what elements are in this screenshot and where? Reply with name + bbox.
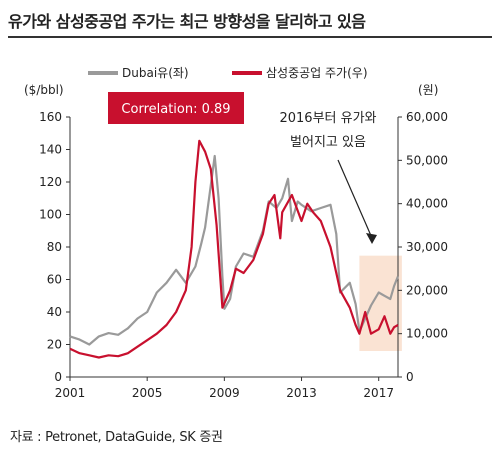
y-right-unit: (원) [418, 83, 438, 97]
x-tick-label: 2017 [363, 386, 394, 400]
series-line-samsung-heavy [69, 139, 399, 359]
annotation-line-2: 벌어지고 있음 [290, 135, 366, 150]
legend-label-dubai: Dubai유(좌) [122, 66, 189, 80]
annotation-arrow-shaft [337, 159, 373, 239]
x-tick-label: 2001 [55, 386, 86, 400]
y-right-tick-label: 20,000 [406, 283, 448, 297]
y-left-tick-label: 100 [39, 208, 62, 222]
series-line-dubai [69, 154, 400, 346]
x-tick-label: 2005 [132, 386, 163, 400]
y-left-tick-label: 140 [39, 143, 62, 157]
annotation-arrowhead [366, 233, 377, 244]
y-right-tick-label: 50,000 [406, 153, 448, 167]
annotation-line-1: 2016부터 유가와 [279, 111, 377, 126]
correlation-label: Correlation: 0.89 [121, 102, 230, 117]
y-left-unit: ($/bbl) [24, 83, 64, 97]
x-tick-label: 2009 [209, 386, 240, 400]
y-right-tick-label: 60,000 [406, 110, 448, 124]
title-underline [8, 36, 492, 38]
y-left-tick-label: 20 [47, 338, 62, 352]
chart-title: 유가와 삼성중공업 주가는 최근 방향성을 달리하고 있음 [8, 12, 366, 31]
y-left-tick-label: 60 [47, 273, 62, 287]
y-right-tick-label: 40,000 [406, 197, 448, 211]
y-left-tick-label: 120 [39, 175, 62, 189]
y-right-tick-label: 10,000 [406, 327, 448, 341]
correlation-box [108, 92, 244, 124]
y-left-tick-label: 160 [39, 110, 62, 124]
y-right-tick-label: 30,000 [406, 240, 448, 254]
x-tick-label: 2013 [286, 386, 317, 400]
y-left-tick-label: 40 [47, 305, 62, 319]
source-note: 자료 : Petronet, DataGuide, SK 증권 [10, 430, 223, 445]
highlight-box [359, 255, 402, 351]
y-left-tick-label: 80 [47, 240, 62, 254]
y-right-tick-label: 0 [406, 370, 414, 384]
y-left-tick-label: 0 [54, 370, 62, 384]
legend-label-samsung-heavy: 삼성중공업 주가(우) [266, 66, 368, 80]
